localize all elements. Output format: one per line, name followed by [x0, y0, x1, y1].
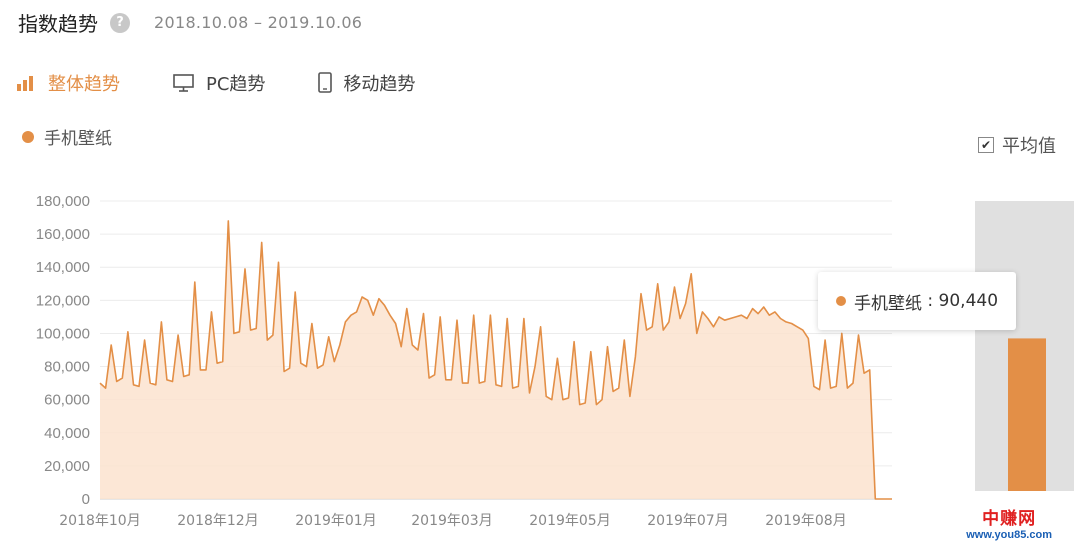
y-tick-label: 80,000	[44, 359, 90, 376]
chart-legend[interactable]: 手机壁纸	[22, 124, 112, 149]
watermark: 中赚网 www.you85.com	[966, 504, 1052, 541]
tab-pc-trend[interactable]: PC趋势	[172, 70, 265, 96]
x-tick-label: 2019年05月	[529, 513, 610, 529]
watermark-brand: 中赚网	[982, 509, 1037, 529]
x-tick-label: 2019年07月	[647, 513, 728, 529]
page-title: 指数趋势	[18, 12, 98, 36]
average-toggle[interactable]: ✔ 平均值	[978, 132, 1056, 158]
date-range[interactable]: 2018.10.08 – 2019.10.06	[154, 13, 363, 32]
x-tick-label: 2018年10月	[59, 513, 140, 529]
tab-label: 整体趋势	[48, 74, 120, 95]
chart-tooltip: 手机壁纸 : 90,440	[818, 272, 1016, 330]
header: 指数趋势 ? 2018.10.08 – 2019.10.06	[18, 8, 362, 37]
trend-tabs: 整体趋势 PC趋势 移动趋势	[16, 70, 467, 96]
watermark-url: www.you85.com	[966, 529, 1052, 541]
question-icon[interactable]: ?	[110, 12, 130, 33]
y-tick-label: 160,000	[36, 226, 90, 243]
y-tick-label: 20,000	[44, 458, 90, 475]
legend-marker	[22, 130, 34, 143]
x-tick-label: 2019年03月	[411, 513, 492, 529]
series-area	[100, 220, 892, 499]
tab-label: 移动趋势	[343, 74, 416, 95]
tab-overall-trend[interactable]: 整体趋势	[16, 70, 120, 96]
tooltip-value: 90,440	[938, 291, 999, 311]
tab-mobile-trend[interactable]: 移动趋势	[317, 70, 415, 96]
x-tick-label: 2018年12月	[177, 513, 258, 529]
y-tick-label: 120,000	[36, 292, 90, 309]
tooltip-separator: :	[922, 291, 939, 311]
mobile-icon	[317, 72, 333, 94]
bar-chart-icon	[16, 74, 38, 92]
y-tick-label: 0	[82, 491, 90, 508]
legend-label: 手机壁纸	[44, 129, 112, 149]
y-tick-label: 40,000	[44, 425, 90, 442]
y-tick-label: 60,000	[44, 392, 90, 409]
tooltip-series: 手机壁纸	[854, 293, 922, 314]
y-tick-label: 140,000	[36, 259, 90, 276]
y-tick-label: 100,000	[36, 325, 90, 342]
tooltip-marker	[836, 296, 846, 306]
average-bar	[1008, 338, 1046, 491]
monitor-icon	[172, 73, 196, 93]
x-tick-label: 2019年01月	[295, 513, 376, 529]
x-tick-label: 2019年08月	[765, 513, 846, 529]
y-tick-label: 180,000	[36, 193, 90, 210]
tab-label: PC趋势	[206, 74, 266, 95]
average-checkbox[interactable]: ✔	[978, 137, 994, 153]
average-label: 平均值	[1002, 136, 1056, 157]
series-line	[99, 220, 892, 500]
